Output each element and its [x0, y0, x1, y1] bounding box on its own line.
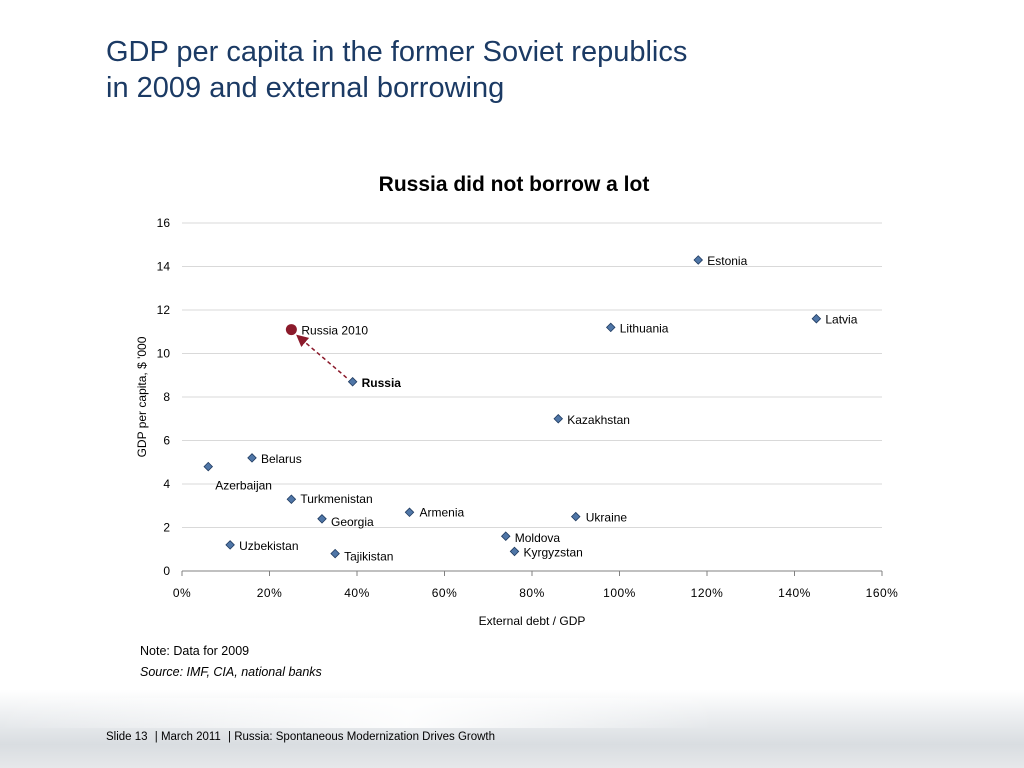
- trend-arrow: [296, 334, 348, 379]
- data-point-estonia: [693, 255, 704, 265]
- footer-date: | March 2011: [154, 731, 221, 743]
- x-tick-label: 80%: [519, 586, 545, 600]
- point-label-turkmenistan: Turkmenistan: [300, 492, 372, 506]
- point-label-armenia: Armenia: [420, 505, 465, 519]
- footer-band: [0, 690, 1024, 768]
- chart-axes: [181, 570, 883, 576]
- x-tick-label: 100%: [603, 586, 636, 600]
- data-point-ukraine: [570, 511, 581, 522]
- y-tick-label: 12: [157, 303, 171, 317]
- x-tick-label: 120%: [691, 586, 724, 600]
- data-point-russia: [347, 377, 358, 387]
- scatter-chart: Russia did not borrow a lot 0 2 4 6 8 10 12 14 1…: [135, 173, 899, 628]
- data-point-moldova: [500, 531, 511, 541]
- point-label-belarus: Belarus: [261, 452, 302, 466]
- point-label-kyrgyzstan: Kyrgyzstan: [524, 545, 583, 559]
- x-axis-label: External debt / GDP: [479, 614, 586, 628]
- y-tick-label: 14: [157, 260, 171, 274]
- russia-trend-arrow: [296, 334, 348, 379]
- footer-slide-number: Slide 13: [106, 731, 148, 743]
- point-label-lithuania: Lithuania: [620, 321, 669, 335]
- slide-title-line2: in 2009 and external borrowing: [106, 72, 505, 104]
- data-point-turkmenistan: [286, 494, 297, 504]
- point-label-azerbaijan: Azerbaijan: [215, 479, 272, 493]
- chart-note: Note: Data for 2009: [140, 644, 250, 658]
- data-point-latvia: [811, 313, 822, 324]
- y-tick-label: 10: [157, 347, 171, 361]
- x-tick-label: 60%: [432, 586, 458, 600]
- data-point-azerbaijan: [203, 461, 214, 472]
- footer-topic: | Russia: Spontaneous Modernization Driv…: [228, 731, 496, 743]
- data-point-russia-2010: [285, 324, 297, 336]
- x-tick-label: 40%: [344, 586, 370, 600]
- x-tick-label: 140%: [778, 586, 811, 600]
- chart-point-labels: Estonia Latvia Lithuania Kazakhstan Russia Be…: [215, 254, 857, 564]
- point-label-russia-2010: Russia 2010: [301, 324, 368, 338]
- point-label-uzbekistan: Uzbekistan: [239, 539, 298, 553]
- y-tick-label: 6: [163, 434, 170, 448]
- data-point-georgia: [317, 514, 327, 524]
- chart-source: Source: IMF, CIA, national banks: [140, 665, 322, 679]
- y-tick-label: 4: [163, 477, 170, 491]
- y-tick-label: 0: [163, 564, 170, 578]
- point-label-russia: Russia: [362, 376, 402, 390]
- x-tick-label: 0%: [173, 586, 191, 600]
- point-label-moldova: Moldova: [515, 531, 561, 545]
- point-label-georgia: Georgia: [331, 515, 374, 529]
- data-point-armenia: [404, 507, 415, 518]
- chart-points: [203, 255, 822, 559]
- point-label-kazakhstan: Kazakhstan: [567, 413, 630, 427]
- data-point-kyrgyzstan: [509, 546, 520, 557]
- data-point-belarus: [247, 453, 257, 463]
- slide-footer: Slide 13 | March 2011 | Russia: Spontane…: [106, 731, 499, 743]
- x-tick-label: 160%: [866, 586, 899, 600]
- point-label-ukraine: Ukraine: [586, 511, 628, 525]
- slide-title-line1: GDP per capita in the former Soviet repu…: [106, 36, 688, 68]
- data-point-tajikistan: [330, 548, 340, 559]
- data-point-lithuania: [605, 322, 616, 333]
- point-label-latvia: Latvia: [825, 313, 857, 327]
- data-point-kazakhstan: [553, 413, 564, 424]
- y-tick-label: 2: [163, 521, 170, 535]
- y-tick-label: 16: [157, 216, 171, 230]
- y-axis-label: GDP per capita, $ '000: [135, 336, 149, 457]
- point-label-estonia: Estonia: [707, 254, 747, 268]
- x-tick-label: 20%: [257, 586, 283, 600]
- point-label-tajikistan: Tajikistan: [344, 550, 393, 564]
- chart-title: Russia did not borrow a lot: [379, 173, 650, 196]
- data-point-uzbekistan: [225, 540, 235, 550]
- slide-title: GDP per capita in the former Soviet repu…: [106, 34, 906, 106]
- y-tick-label: 8: [163, 390, 170, 404]
- chart-grid: [182, 222, 882, 528]
